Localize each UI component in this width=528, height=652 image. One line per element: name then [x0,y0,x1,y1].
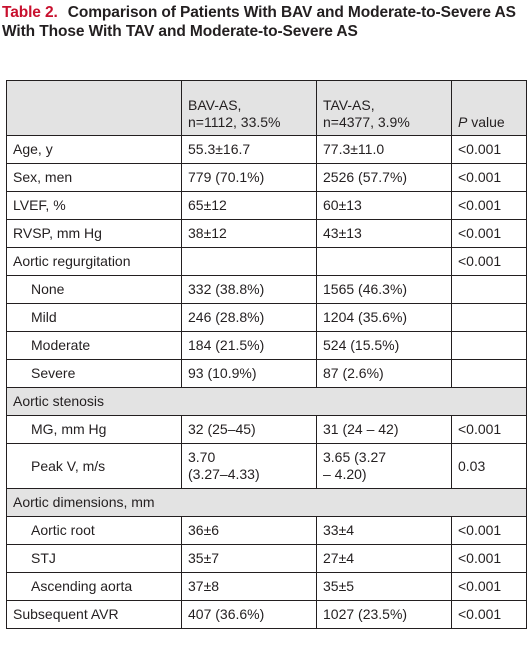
group-label: Aortic dimensions, mm [6,488,527,517]
p-value: <0.001 [451,135,527,164]
header-p-italic: P [458,114,468,130]
tav-value: 77.3±11.0 [316,135,452,164]
table-row: RVSP, mm Hg 38±12 43±13 <0.001 [6,219,527,248]
row-label: None [6,275,182,304]
group-header-row: Aortic stenosis [6,387,527,416]
p-value: <0.001 [451,219,527,248]
table-row: Aortic root 36±6 33±4 <0.001 [6,516,527,545]
tav-value: 33±4 [316,516,452,545]
p-value: <0.001 [451,572,527,601]
p-value [451,331,527,360]
header-cell-tav: TAV-AS, n=4377, 3.9% [316,80,452,136]
table-row: None 332 (38.8%) 1565 (46.3%) [6,275,527,304]
row-label: RVSP, mm Hg [6,219,182,248]
tav-value-line1: 3.65 (3.27 [323,449,387,465]
bav-value: 32 (25–45) [181,415,317,444]
tav-value: 43±13 [316,219,452,248]
header-bav-line2: n=1112, 33.5% [188,114,281,130]
header-row: BAV-AS, n=1112, 33.5% TAV-AS, n=4377, 3.9%… [6,80,527,136]
bav-value-line2: (3.27–4.33) [188,466,260,482]
bav-value: 55.3±16.7 [181,135,317,164]
row-label: Aortic regurgitation [6,247,182,276]
table-caption: Table 2. Comparison of Patients With BAV … [2,3,526,41]
bav-value: 779 (70.1%) [181,163,317,192]
header-cell-label [6,80,182,136]
row-label: Moderate [6,331,182,360]
bav-value: 246 (28.8%) [181,303,317,332]
table-row: Subsequent AVR 407 (36.6%) 1027 (23.5%) … [6,600,527,629]
row-label: STJ [6,544,182,573]
header-cell-pvalue: P value [451,80,527,136]
table-row: Age, y 55.3±16.7 77.3±11.0 <0.001 [6,135,527,164]
table-row: Aortic regurgitation <0.001 [6,247,527,276]
row-label: MG, mm Hg [6,415,182,444]
tav-value: 524 (15.5%) [316,331,452,360]
table-row: STJ 35±7 27±4 <0.001 [6,544,527,573]
tav-value: 27±4 [316,544,452,573]
p-value [451,275,527,304]
row-label: Aortic root [6,516,182,545]
p-value: <0.001 [451,544,527,573]
p-value: <0.001 [451,516,527,545]
tav-value: 2526 (57.7%) [316,163,452,192]
bav-value: 3.70 (3.27–4.33) [181,443,317,489]
p-value: <0.001 [451,191,527,220]
p-value: <0.001 [451,415,527,444]
bav-value: 93 (10.9%) [181,359,317,388]
table-row: Mild 246 (28.8%) 1204 (35.6%) [6,303,527,332]
p-value: <0.001 [451,600,527,629]
table-number: Table 2. [2,4,58,21]
table-title: Comparison of Patients With BAV and Mode… [2,4,516,40]
bav-value: 332 (38.8%) [181,275,317,304]
tav-value: 1565 (46.3%) [316,275,452,304]
tav-value: 1027 (23.5%) [316,600,452,629]
tav-value: 31 (24 – 42) [316,415,452,444]
group-label: Aortic stenosis [6,387,527,416]
table-row: Moderate 184 (21.5%) 524 (15.5%) [6,331,527,360]
p-value: <0.001 [451,247,527,276]
bav-value-line1: 3.70 [188,449,216,465]
tav-value: 3.65 (3.27– 4.20) [316,443,452,489]
header-tav-line2: n=4377, 3.9% [323,114,410,130]
row-label: LVEF, % [6,191,182,220]
bav-value: 37±8 [181,572,317,601]
bav-value: 65±12 [181,191,317,220]
p-value: 0.03 [451,443,527,489]
row-label: Ascending aorta [6,572,182,601]
table-row: Peak V, m/s 3.70 (3.27–4.33) 3.65 (3.27– … [6,443,527,489]
row-label: Sex, men [6,163,182,192]
bav-value [181,247,317,276]
bav-value: 35±7 [181,544,317,573]
table-row: MG, mm Hg 32 (25–45) 31 (24 – 42) <0.001 [6,415,527,444]
tav-value: 60±13 [316,191,452,220]
table-row: Ascending aorta 37±8 35±5 <0.001 [6,572,527,601]
bav-value: 36±6 [181,516,317,545]
header-tav-line1: TAV-AS, [323,97,375,113]
header-bav-line1: BAV-AS, [188,97,242,113]
tav-value: 35±5 [316,572,452,601]
table-row: LVEF, % 65±12 60±13 <0.001 [6,191,527,220]
bav-value: 38±12 [181,219,317,248]
tav-value-line2: – 4.20) [323,466,367,482]
bav-value: 184 (21.5%) [181,331,317,360]
group-header-row: Aortic dimensions, mm [6,488,527,517]
row-label: Peak V, m/s [6,443,182,489]
row-label: Age, y [6,135,182,164]
header-p-rest: value [467,114,505,130]
tav-value: 87 (2.6%) [316,359,452,388]
table-row: Severe 93 (10.9%) 87 (2.6%) [6,359,527,388]
p-value: <0.001 [451,163,527,192]
comparison-table: BAV-AS, n=1112, 33.5% TAV-AS, n=4377, 3.9%… [6,80,527,629]
row-label: Severe [6,359,182,388]
row-label: Subsequent AVR [6,600,182,629]
p-value [451,359,527,388]
p-value [451,303,527,332]
header-cell-bav: BAV-AS, n=1112, 33.5% [181,80,317,136]
bav-value: 407 (36.6%) [181,600,317,629]
row-label: Mild [6,303,182,332]
tav-value: 1204 (35.6%) [316,303,452,332]
tav-value [316,247,452,276]
table-row: Sex, men 779 (70.1%) 2526 (57.7%) <0.001 [6,163,527,192]
